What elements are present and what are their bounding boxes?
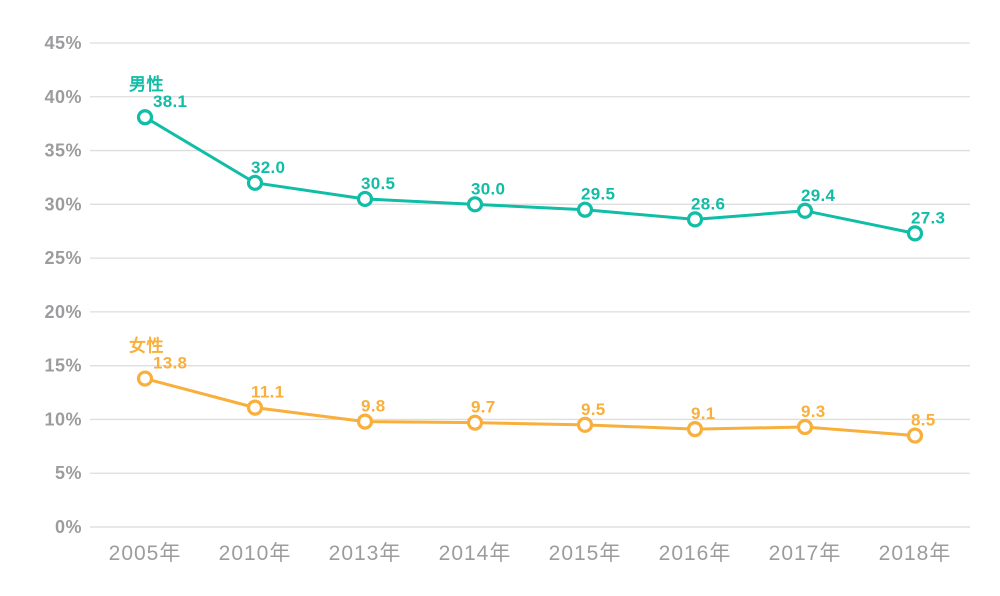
value-label-male: 29.5 xyxy=(581,185,615,204)
x-tick-label: 2013年 xyxy=(329,542,402,565)
data-point-marker-female xyxy=(246,399,264,416)
y-tick-label: 15% xyxy=(44,356,82,376)
x-tick-label: 2010年 xyxy=(219,542,292,565)
value-label-male: 32.0 xyxy=(251,158,285,177)
data-point-marker-male xyxy=(246,174,264,191)
data-point-marker-female xyxy=(906,427,924,444)
value-label-female: 9.1 xyxy=(691,404,716,423)
x-tick-label: 2016年 xyxy=(659,542,732,565)
y-tick-label: 10% xyxy=(44,409,82,429)
x-tick-label: 2005年 xyxy=(109,542,182,565)
data-point-marker-female xyxy=(576,416,594,433)
x-tick-label: 2017年 xyxy=(769,542,842,565)
data-point-marker-female xyxy=(136,370,154,387)
value-label-male: 30.0 xyxy=(471,179,505,198)
data-point-marker-male xyxy=(686,211,704,228)
data-point-marker-female xyxy=(466,414,484,431)
data-point-marker-male xyxy=(466,196,484,213)
x-tick-label: 2018年 xyxy=(879,542,952,565)
value-label-male: 28.6 xyxy=(691,194,725,213)
y-tick-label: 45% xyxy=(44,33,82,53)
value-label-male: 29.4 xyxy=(801,186,836,205)
value-label-female: 9.5 xyxy=(581,400,606,419)
data-point-marker-male xyxy=(906,225,924,242)
value-label-male: 27.3 xyxy=(911,208,945,227)
data-point-marker-female xyxy=(686,421,704,438)
value-label-male: 38.1 xyxy=(153,92,187,111)
y-tick-label: 20% xyxy=(44,302,82,322)
data-point-marker-male xyxy=(796,202,814,219)
data-point-marker-male xyxy=(576,201,594,218)
value-label-male: 30.5 xyxy=(361,174,395,193)
series-label-male: 男性 xyxy=(129,74,164,94)
x-tick-label: 2015年 xyxy=(549,542,622,565)
series-line-female xyxy=(143,377,917,438)
y-tick-label: 35% xyxy=(44,141,82,161)
value-label-female: 11.1 xyxy=(251,383,284,402)
data-point-marker-female xyxy=(356,413,374,430)
value-label-female: 8.5 xyxy=(911,411,936,430)
value-label-female: 9.7 xyxy=(471,398,496,417)
data-point-marker-male xyxy=(136,109,154,126)
series-label-female: 女性 xyxy=(129,336,164,356)
value-label-female: 9.3 xyxy=(801,402,826,421)
data-point-marker-male xyxy=(356,190,374,208)
value-label-female: 13.8 xyxy=(153,354,187,373)
y-tick-label: 25% xyxy=(44,248,82,268)
y-tick-label: 30% xyxy=(44,194,82,214)
series-line-male xyxy=(143,115,917,235)
value-label-female: 9.8 xyxy=(361,397,386,416)
data-point-marker-female xyxy=(796,418,814,436)
y-tick-label: 5% xyxy=(55,463,82,483)
y-tick-label: 0% xyxy=(55,517,82,537)
x-tick-label: 2014年 xyxy=(439,542,512,565)
y-tick-label: 40% xyxy=(44,87,82,107)
